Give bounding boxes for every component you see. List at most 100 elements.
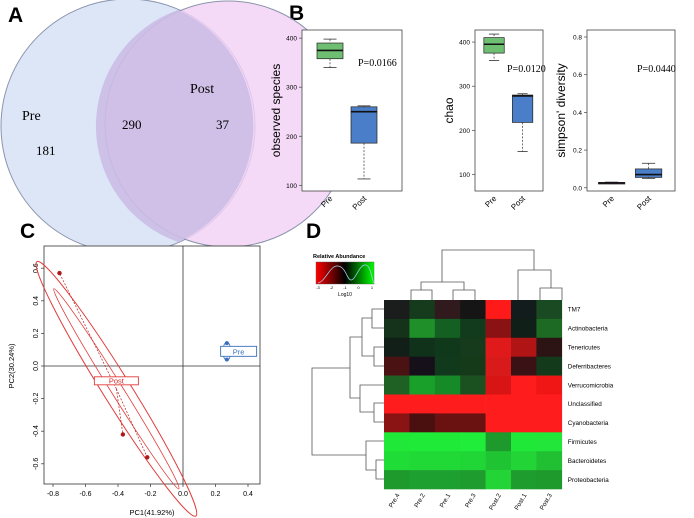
heatmap-cell xyxy=(536,300,563,320)
heatmap-cell xyxy=(460,413,486,433)
x-tick-label: -0.4 xyxy=(112,491,124,498)
box-body xyxy=(512,94,534,123)
heatmap-cell xyxy=(384,356,410,376)
heatmap-row-label: Verrucomicrobia xyxy=(568,382,614,389)
heatmap-cell xyxy=(536,337,563,357)
heatmap-cell xyxy=(409,300,436,320)
column-dendrogram xyxy=(410,249,563,300)
y-tick-label: 200 xyxy=(286,134,297,141)
heatmap-cell xyxy=(485,413,512,433)
heatmap-cell xyxy=(434,375,461,395)
heatmap-cell xyxy=(485,451,512,471)
x-tick-label: 0.0 xyxy=(178,491,188,498)
heatmap-cell xyxy=(460,432,486,452)
heatmap-cell xyxy=(511,337,537,357)
legend-tick-label: 1 xyxy=(371,285,374,290)
heatmap-cell xyxy=(384,375,410,395)
heatmap-cell xyxy=(460,356,486,376)
legend-tick-label: 0 xyxy=(357,285,360,290)
box-body xyxy=(483,37,505,54)
heatmap-legend-title: Relative Abundance xyxy=(313,254,365,260)
pre-label: Pre xyxy=(233,347,245,356)
heatmap-cells: TM7 Actinobacteria Tenericutes Deferribacte… xyxy=(384,300,614,511)
y-tick-label: 0.8 xyxy=(573,34,582,41)
heatmap-cell xyxy=(511,300,537,320)
y-tick-label: -0.4 xyxy=(33,425,40,437)
heatmap-row-label: Deferribacteres xyxy=(568,363,611,370)
p-value: P=0.0440 xyxy=(637,64,676,75)
panel-label-c: C xyxy=(20,220,35,243)
heatmap-cell xyxy=(485,394,512,414)
boxplot-2: 100 200 300 400 chao P=0.0120 Pre Post xyxy=(442,29,546,212)
pre-point xyxy=(224,341,229,346)
heatmap-column-label: Pre.4 xyxy=(388,492,402,509)
heatmap-cell xyxy=(434,432,461,452)
x-category-label: Pre xyxy=(483,194,499,210)
heatmap-row-label: Tenericutes xyxy=(568,344,600,351)
heatmap-cell xyxy=(409,432,436,452)
heatmap-cell xyxy=(434,356,461,376)
heatmap-cell xyxy=(460,318,486,339)
heatmap-row-label: TM7 xyxy=(568,307,581,314)
heatmap-cell xyxy=(409,394,436,414)
heatmap-cell xyxy=(536,451,563,471)
venn-overlap xyxy=(95,10,254,242)
y-tick-label: 300 xyxy=(286,85,297,92)
post-point xyxy=(120,432,126,437)
heatmap-row-label: Proteobacteria xyxy=(568,477,609,484)
y-tick-label: 0.4 xyxy=(33,296,40,306)
heatmap-cell xyxy=(536,318,563,339)
boxplot-panels: 100 200 300 400 observed species P=0.0166 Pre P… xyxy=(269,29,676,212)
post-spoke xyxy=(116,388,124,435)
heatmap-cell xyxy=(536,356,563,376)
heatmap-cell xyxy=(536,375,563,395)
heatmap-cell xyxy=(511,413,537,433)
heatmap-cell xyxy=(460,394,486,414)
x-category-label: Post xyxy=(351,194,369,212)
x-tick-label: 0.2 xyxy=(211,491,221,498)
heatmap-legend-sub: Log10 xyxy=(338,292,352,298)
x-tick-label: 0.4 xyxy=(243,491,253,498)
row-dendrogram xyxy=(311,308,384,480)
venn-label-pre: Pre xyxy=(22,109,41,124)
x-category-label: Pre xyxy=(601,194,617,210)
box-body xyxy=(350,106,378,144)
post-ellipse-inner xyxy=(53,288,180,490)
legend-tick-label: -3 xyxy=(316,285,320,290)
heatmap-cell xyxy=(511,470,537,490)
boxplot-frame xyxy=(586,29,676,192)
y-tick-label: -0.2 xyxy=(33,392,40,404)
heatmap-cell xyxy=(511,375,537,395)
heatmap-cell xyxy=(511,432,537,452)
y-tick-label: 200 xyxy=(459,128,470,135)
venn-label-post: Post xyxy=(190,82,214,97)
p-value: P=0.0166 xyxy=(358,58,397,69)
heatmap-cell xyxy=(536,470,563,490)
heatmap-cell xyxy=(511,451,537,471)
pca-xlabel: PC1(41.92%) xyxy=(129,508,175,517)
post-point xyxy=(57,270,62,276)
heatmap-cell xyxy=(384,470,410,490)
venn-count-overlap: 290 xyxy=(122,117,142,132)
venn-count-pre-only: 181 xyxy=(36,143,56,158)
heatmap-column-label: Post.1 xyxy=(513,492,528,511)
y-tick-label: 300 xyxy=(459,84,470,91)
post-spoke xyxy=(59,272,117,389)
heatmap-cell xyxy=(384,432,410,452)
x-tick-label: -0.2 xyxy=(144,491,156,498)
heatmap-cell xyxy=(409,356,436,376)
y-tick-label: 400 xyxy=(286,36,297,43)
post-label-box xyxy=(93,376,139,386)
pca-plot: PC1(41.92%) PC2(30.24%) -0.8 -0.6 -0.4 -0.2… xyxy=(7,245,261,517)
heatmap-cell xyxy=(511,318,537,339)
heatmap-cell xyxy=(384,394,410,414)
heatmap-cell xyxy=(384,451,410,471)
heatmap-cell xyxy=(434,300,461,320)
heatmap-cell xyxy=(384,413,410,433)
boxplot-ylabel: simpson' diversity xyxy=(554,63,568,157)
heatmap: Relative Abundance Log10 xyxy=(311,249,614,511)
y-tick-label: 100 xyxy=(286,183,297,190)
